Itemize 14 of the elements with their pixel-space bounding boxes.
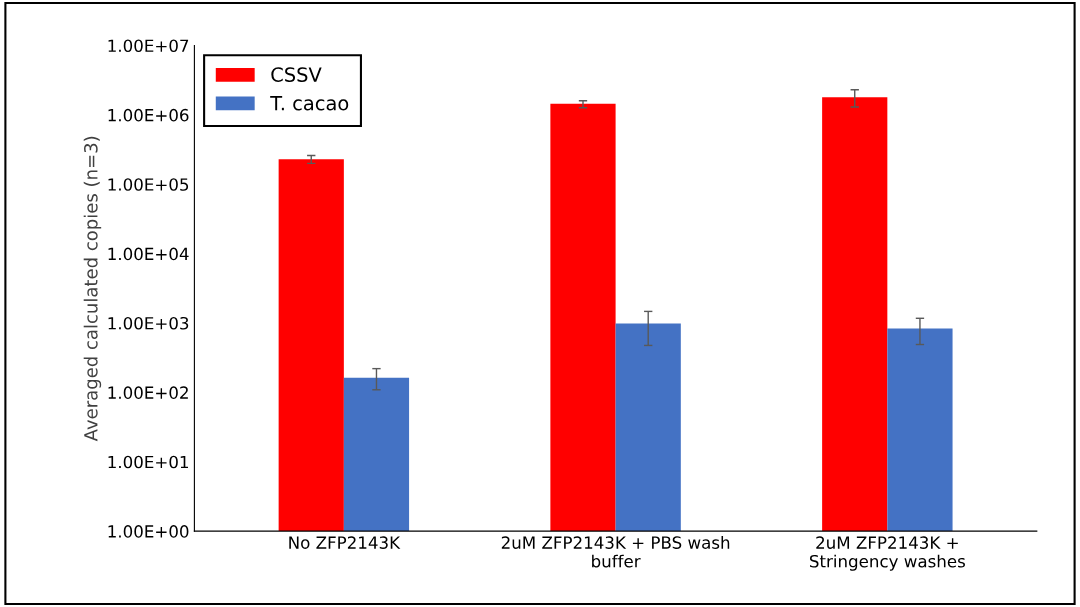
x-tick-label: 2uM ZFP2143K + PBS wash buffer [501, 535, 730, 568]
y-tick-label: 1.00E+05 [108, 178, 189, 191]
x-tick-label: 2uM ZFP2143K + Stringency washes [809, 536, 965, 571]
y-tick-label: 1.00E+01 [108, 455, 188, 469]
x-tick-label: No ZFP2143K [289, 536, 401, 549]
y-tick-label: 1.00E+06 [108, 108, 189, 122]
y-tick-label: 1.00E+02 [108, 386, 188, 399]
y-axis-title: Averaged calculated copies (n=3) [83, 136, 102, 442]
y-tick-label: 1.00E+00 [108, 525, 189, 538]
y-tick-label: 1.00E+03 [108, 316, 189, 330]
legend-label: T. cacao [270, 96, 349, 111]
y-tick-label: 1.00E+07 [108, 39, 189, 53]
y-tick-label: 1.00E+04 [108, 247, 189, 261]
legend-label: CSSV [271, 67, 322, 82]
